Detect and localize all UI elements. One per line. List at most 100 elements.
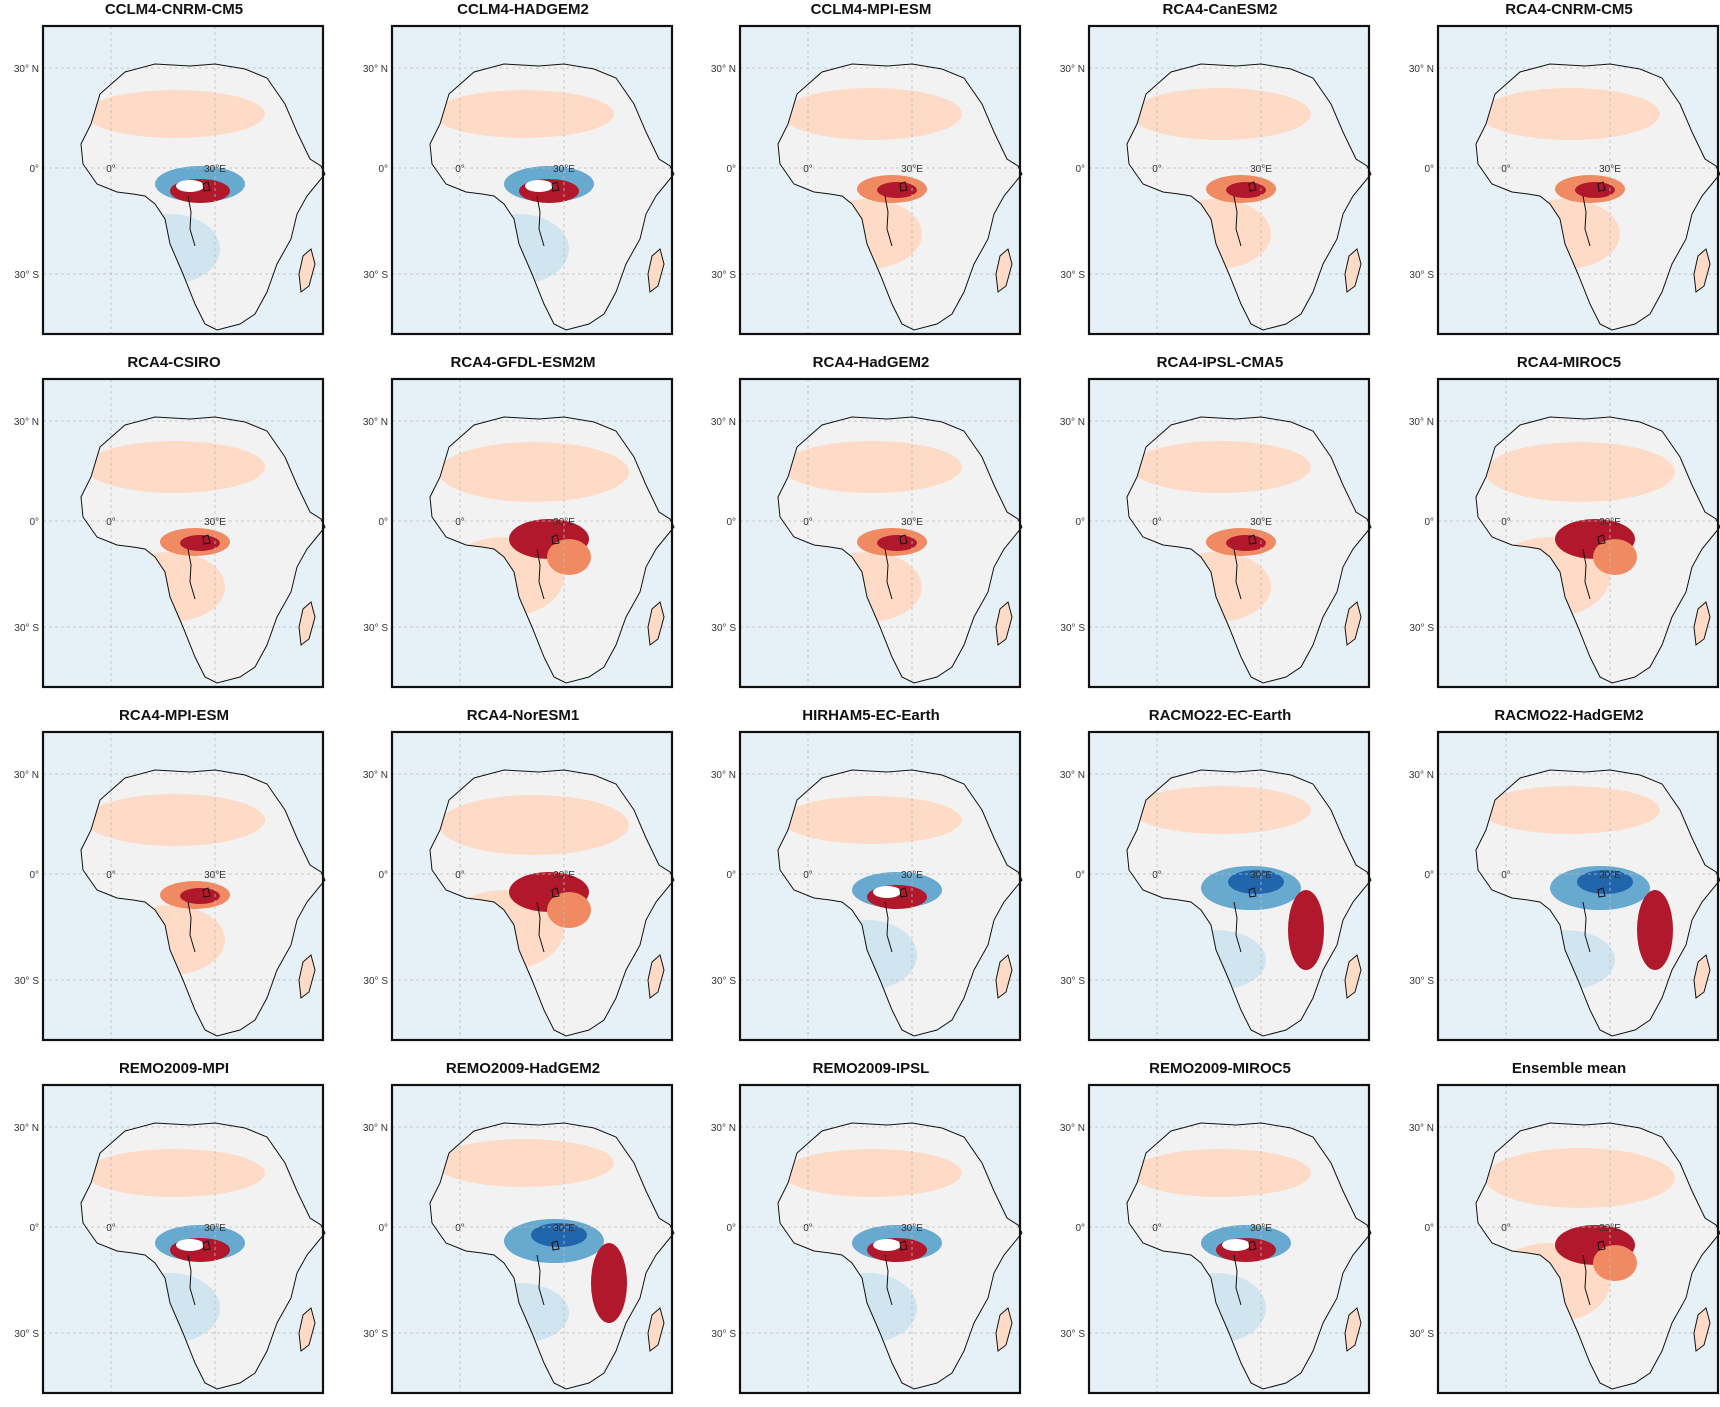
map-panel: RCA4-HadGEM2 30° N 0° 30° S 0° 30°E bbox=[702, 353, 1040, 701]
lake-victoria-outline bbox=[1248, 534, 1257, 545]
congo-strong-wet bbox=[877, 535, 917, 551]
map-plot: 30° N 0° 30° S 0° 30°E bbox=[363, 24, 675, 336]
map-plot: 30° N 0° 30° S 0° 30°E bbox=[1409, 24, 1720, 336]
map-plot: 30° N 0° 30° S 0° 30°E bbox=[1060, 730, 1372, 1042]
lake-victoria-outline bbox=[202, 887, 211, 898]
rift-lakes-outline bbox=[884, 1254, 893, 1306]
map-frame bbox=[1436, 377, 1720, 689]
lat-label-equator: 0° bbox=[29, 517, 39, 528]
congo-strong-wet bbox=[877, 182, 917, 198]
map-panel: RCA4-CanESM2 30° N 0° 30° S 0° 30°E bbox=[1051, 0, 1389, 348]
lon-label-0: 0° bbox=[455, 1223, 465, 1234]
map-frame bbox=[738, 1083, 1022, 1395]
madagascar-outline bbox=[647, 954, 665, 999]
lake-victoria-outline bbox=[1597, 1240, 1606, 1251]
sahel-wet-band bbox=[1131, 441, 1311, 493]
sahel-wet-band bbox=[439, 442, 629, 502]
lat-label-30n: 30° N bbox=[1060, 417, 1085, 428]
lat-label-30s: 30° S bbox=[1060, 623, 1085, 634]
map-panel: Ensemble mean 30° N 0° 30° S 0° 30°E bbox=[1400, 1059, 1720, 1407]
madagascar-outline bbox=[1693, 248, 1711, 293]
lon-label-0: 0° bbox=[803, 517, 813, 528]
lon-label-0: 0° bbox=[106, 1223, 116, 1234]
lat-label-30s: 30° S bbox=[363, 623, 388, 634]
lat-label-30n: 30° N bbox=[14, 770, 39, 781]
lat-label-30s: 30° S bbox=[711, 1329, 736, 1340]
lat-label-30s: 30° S bbox=[14, 976, 39, 987]
lat-label-30n: 30° N bbox=[711, 417, 736, 428]
rift-lakes-outline bbox=[1582, 1254, 1591, 1306]
rift-lakes-outline bbox=[1233, 195, 1242, 247]
madagascar-outline bbox=[995, 248, 1013, 293]
panel-title: RCA4-MPI-ESM bbox=[118, 707, 229, 724]
lat-label-equator: 0° bbox=[29, 870, 39, 881]
madagascar-outline bbox=[1693, 1307, 1711, 1352]
lon-label-30e: 30°E bbox=[1599, 870, 1621, 881]
madagascar-outline bbox=[298, 954, 316, 999]
lake-victoria-outline bbox=[899, 1240, 908, 1251]
lon-label-30e: 30°E bbox=[1250, 870, 1272, 881]
lat-label-equator: 0° bbox=[378, 517, 388, 528]
rift-lakes-outline bbox=[1582, 548, 1591, 600]
map-plot: 30° N 0° 30° S 0° 30°E bbox=[363, 730, 675, 1042]
map-panel: RCA4-GFDL-ESM2M 30° N 0° 30° S 0° 30°E bbox=[354, 353, 692, 701]
lat-label-30s: 30° S bbox=[711, 976, 736, 987]
africa-coastline bbox=[1126, 1122, 1372, 1390]
rift-lakes-outline bbox=[1582, 195, 1591, 247]
sahel-wet-band bbox=[782, 796, 962, 844]
lon-label-0: 0° bbox=[1152, 870, 1162, 881]
sahel-wet-band bbox=[1480, 786, 1660, 834]
panel-title: HIRHAM5-EC-Earth bbox=[802, 707, 940, 724]
madagascar-outline bbox=[298, 601, 316, 646]
madagascar-outline bbox=[1344, 1307, 1362, 1352]
map-panel: RCA4-IPSL-CMA5 30° N 0° 30° S 0° 30°E bbox=[1051, 353, 1389, 701]
madagascar-outline bbox=[995, 601, 1013, 646]
lake-victoria-outline bbox=[202, 1240, 211, 1251]
lon-label-30e: 30°E bbox=[204, 1223, 226, 1234]
lon-label-30e: 30°E bbox=[204, 870, 226, 881]
africa-coastline bbox=[1126, 416, 1372, 684]
map-frame bbox=[1436, 1083, 1720, 1395]
lon-label-0: 0° bbox=[1501, 870, 1511, 881]
missing-data-patch bbox=[873, 1239, 901, 1251]
lat-label-30n: 30° N bbox=[1060, 770, 1085, 781]
sahel-wet-band bbox=[85, 441, 265, 493]
congo-strong-wet bbox=[180, 535, 220, 551]
sahel-wet-band bbox=[1131, 1149, 1311, 1197]
missing-data-patch bbox=[176, 180, 204, 192]
madagascar-outline bbox=[1344, 954, 1362, 999]
map-panel: REMO2009-HadGEM2 30° N 0° 30° S 0° 30°E bbox=[354, 1059, 692, 1407]
map-plot: 30° N 0° 30° S 0° 30°E bbox=[363, 377, 675, 689]
rift-lakes-outline bbox=[884, 195, 893, 247]
map-frame bbox=[390, 24, 674, 336]
lat-label-30s: 30° S bbox=[14, 623, 39, 634]
madagascar-outline bbox=[298, 1307, 316, 1352]
africa-coastline bbox=[80, 416, 326, 684]
madagascar-outline bbox=[995, 954, 1013, 999]
map-panel: RCA4-NorESM1 30° N 0° 30° S 0° 30°E bbox=[354, 706, 692, 1054]
lon-label-30e: 30°E bbox=[1599, 517, 1621, 528]
congo-strong-wet bbox=[180, 888, 220, 904]
map-plot: 30° N 0° 30° S 0° 30°E bbox=[1409, 730, 1720, 1042]
madagascar-outline bbox=[995, 1307, 1013, 1352]
lon-label-30e: 30°E bbox=[553, 1223, 575, 1234]
lat-label-30s: 30° S bbox=[14, 270, 39, 281]
map-plot: 30° N 0° 30° S 0° 30°E bbox=[711, 377, 1023, 689]
lat-label-30n: 30° N bbox=[711, 1123, 736, 1134]
map-panel: REMO2009-IPSL 30° N 0° 30° S 0° 30°E bbox=[702, 1059, 1040, 1407]
map-panel: REMO2009-MIROC5 30° N 0° 30° S 0° 30°E bbox=[1051, 1059, 1389, 1407]
rift-lakes-outline bbox=[187, 901, 196, 953]
africa-coastline bbox=[429, 769, 675, 1037]
madagascar-outline bbox=[1693, 601, 1711, 646]
lat-label-equator: 0° bbox=[1424, 517, 1434, 528]
rift-lakes-outline bbox=[884, 901, 893, 953]
lat-label-30s: 30° S bbox=[363, 1329, 388, 1340]
panel-title: REMO2009-MPI bbox=[118, 1060, 230, 1077]
lon-label-30e: 30°E bbox=[901, 517, 923, 528]
east-wet-band bbox=[1288, 890, 1324, 970]
map-frame bbox=[1087, 1083, 1371, 1395]
lat-label-equator: 0° bbox=[1075, 870, 1085, 881]
lat-label-30n: 30° N bbox=[14, 64, 39, 75]
panel-title: RCA4-CanESM2 bbox=[1162, 1, 1278, 18]
lat-label-30s: 30° S bbox=[1060, 1329, 1085, 1340]
